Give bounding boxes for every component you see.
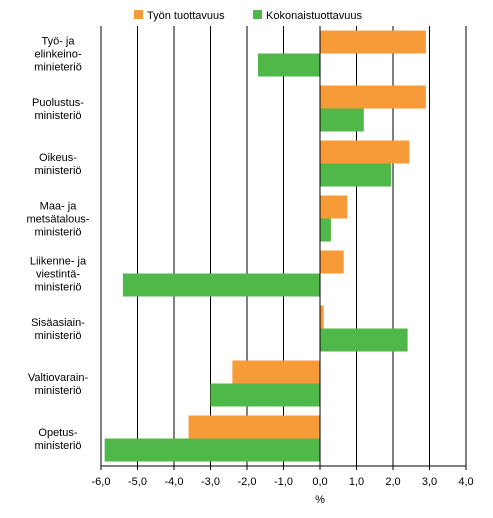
x-tick-label: 3,0 — [422, 476, 437, 488]
bar-work-productivity — [320, 195, 348, 219]
x-tick-label: 1,0 — [349, 476, 364, 488]
category-label: Liikenne- ja viestintä-ministeriö — [30, 256, 87, 294]
axes: -6,0 -5,0 -4,0 -3,0 -2,0 -1,0 0,0 1,0 2,0 3,0 4,0 — [92, 26, 474, 488]
bar-work-productivity — [320, 250, 344, 274]
legend-label-total-productivity: Kokonaistuottavuus — [266, 10, 363, 22]
bar-total-productivity — [320, 163, 392, 187]
legend-label-work-productivity: Työn tuottavuus — [147, 10, 225, 22]
category-label: Puolustus-ministeriö — [32, 97, 84, 122]
bar-work-productivity — [320, 140, 410, 164]
legend-swatch-total-productivity — [253, 10, 262, 19]
x-tick-label: -3,0 — [201, 476, 220, 488]
category-label: Maa- ja metsätalous-ministeriö — [27, 201, 90, 239]
bar-total-productivity — [104, 438, 321, 462]
bar-work-productivity — [320, 305, 324, 329]
x-tick-label: 2,0 — [385, 476, 400, 488]
category-label: Sisäasiain-ministeriö — [31, 317, 85, 342]
bar-total-productivity — [210, 383, 320, 407]
category-label: Valtiovarain-ministeriö — [28, 372, 89, 397]
bar-total-productivity — [122, 273, 321, 297]
bar-work-productivity — [188, 415, 320, 439]
bar-work-productivity — [232, 360, 320, 384]
x-tick-label: -4,0 — [165, 476, 184, 488]
x-tick-label: -2,0 — [238, 476, 257, 488]
bar-work-productivity — [320, 85, 426, 109]
category-label: Opetus-ministeriö — [34, 427, 81, 452]
x-tick-label: -1,0 — [274, 476, 293, 488]
bar-work-productivity — [320, 30, 426, 54]
x-tick-label: 4,0 — [458, 476, 473, 488]
bar-total-productivity — [320, 108, 364, 132]
legend-swatch-work-productivity — [134, 10, 143, 19]
legend: Työn tuottavuus Kokonaistuottavuus — [134, 10, 363, 22]
bars — [104, 30, 426, 462]
category-label: Työ- ja elinkeino-minieteriö — [34, 36, 82, 74]
bar-total-productivity — [257, 53, 320, 77]
x-axis-label: % — [315, 494, 325, 506]
x-tick-label: -5,0 — [128, 476, 147, 488]
category-labels: Työ- ja elinkeino-minieteriö Puolustus-min… — [27, 36, 90, 453]
x-tick-label: 0,0 — [312, 476, 327, 488]
bar-total-productivity — [320, 328, 408, 352]
x-tick-label: -6,0 — [92, 476, 111, 488]
bar-total-productivity — [320, 218, 331, 242]
category-label: Oikeus-ministeriö — [34, 152, 81, 177]
